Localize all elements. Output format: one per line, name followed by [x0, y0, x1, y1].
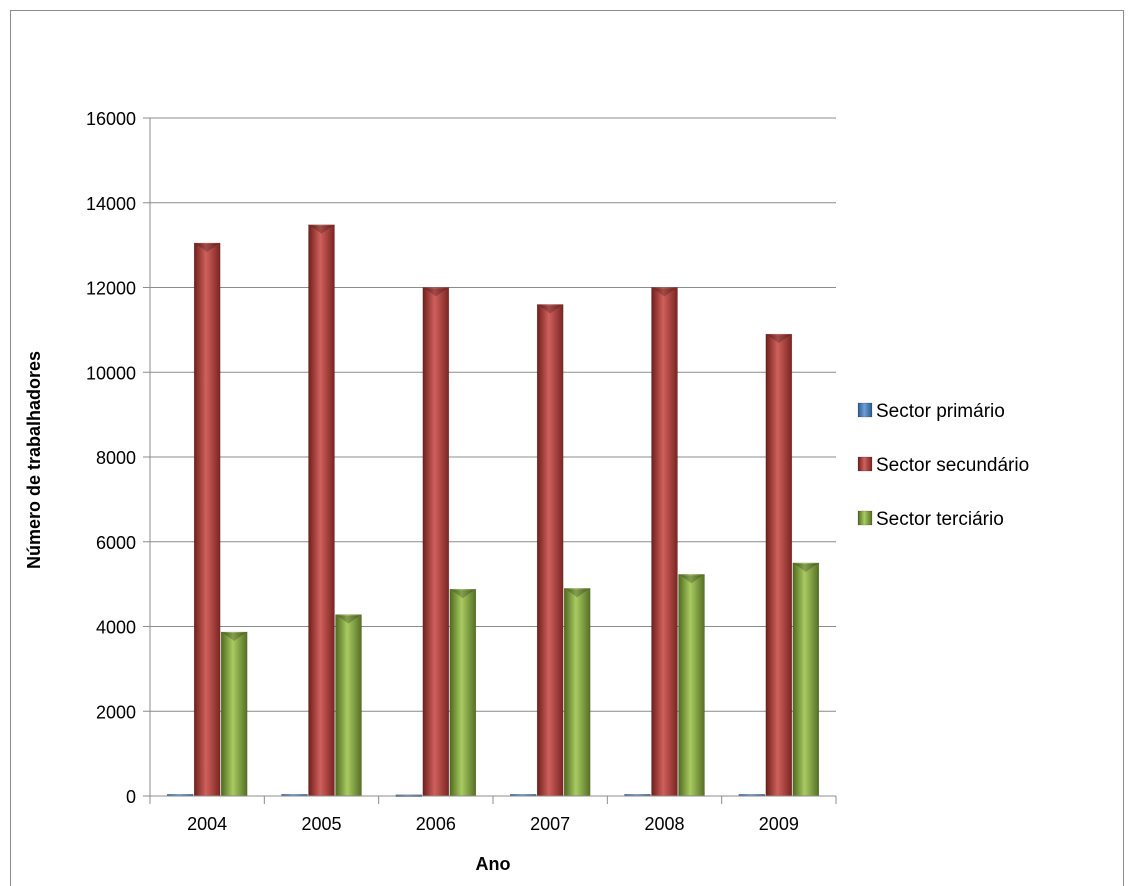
x-tick-label: 2004 — [187, 814, 227, 834]
bar-bevel — [794, 563, 817, 572]
y-tick-label: 0 — [126, 787, 136, 807]
bar-sector-terciário-2005 — [335, 614, 362, 797]
y-tick-label: 16000 — [86, 109, 136, 129]
legend-swatch — [857, 456, 873, 472]
y-tick-label: 4000 — [96, 618, 136, 638]
bar-bevel — [653, 288, 676, 297]
legend-label: Sector primário — [876, 401, 1005, 422]
bar-sector-terciário-2007 — [563, 588, 591, 797]
bar-sector-terciário-2006 — [449, 588, 477, 797]
bar-bevel — [223, 633, 246, 642]
bar-bevel — [566, 589, 589, 598]
y-tick-label: 2000 — [96, 702, 136, 722]
legend-swatch — [857, 402, 873, 418]
bar-bevel — [539, 305, 562, 314]
x-tick-label: 2006 — [416, 814, 456, 834]
bar-bevel — [310, 225, 333, 234]
bar-bevel — [196, 244, 219, 253]
legend-label: Sector terciário — [876, 509, 1004, 530]
x-tick-label: 2007 — [530, 814, 570, 834]
bars — [166, 224, 820, 797]
bar-bevel — [451, 590, 474, 599]
x-tick-label: 2008 — [644, 814, 684, 834]
bar-sector-secundário-2008 — [651, 287, 678, 797]
y-tick-label: 6000 — [96, 533, 136, 553]
x-tick-label: 2005 — [301, 814, 341, 834]
bar-sector-terciário-2004 — [220, 631, 248, 797]
axes — [143, 117, 837, 804]
bar-sector-secundário-2006 — [422, 287, 450, 797]
bar-bevel — [680, 575, 703, 584]
legend-swatch — [857, 510, 873, 526]
bar-sector-secundário-2005 — [308, 224, 335, 797]
y-tick-label: 14000 — [86, 194, 136, 214]
bar-sector-terciário-2009 — [792, 562, 820, 797]
bar-sector-secundário-2009 — [765, 333, 793, 797]
legend-label: Sector secundário — [876, 455, 1029, 476]
legend: Sector primário Sector secundário Sector t… — [857, 401, 1029, 530]
gridlines — [150, 117, 836, 712]
x-tick-label: 2009 — [759, 814, 799, 834]
bar-bevel — [424, 288, 447, 297]
y-tick-label: 12000 — [86, 279, 136, 299]
x-axis-title: Ano — [476, 854, 511, 874]
bar-sector-terciário-2008 — [678, 574, 705, 797]
bar-bevel — [767, 335, 790, 344]
bar-sector-secundário-2007 — [536, 304, 564, 797]
tick-labels: 0 2000 4000 6000 8000 10000 12000 14000 16000 200… — [86, 109, 799, 834]
bar-bevel — [337, 615, 360, 624]
bar-sector-secundário-2004 — [193, 242, 221, 797]
y-axis-title: Número de trabalhadores — [24, 351, 44, 569]
y-tick-label: 8000 — [96, 448, 136, 468]
y-tick-label: 10000 — [86, 363, 136, 383]
